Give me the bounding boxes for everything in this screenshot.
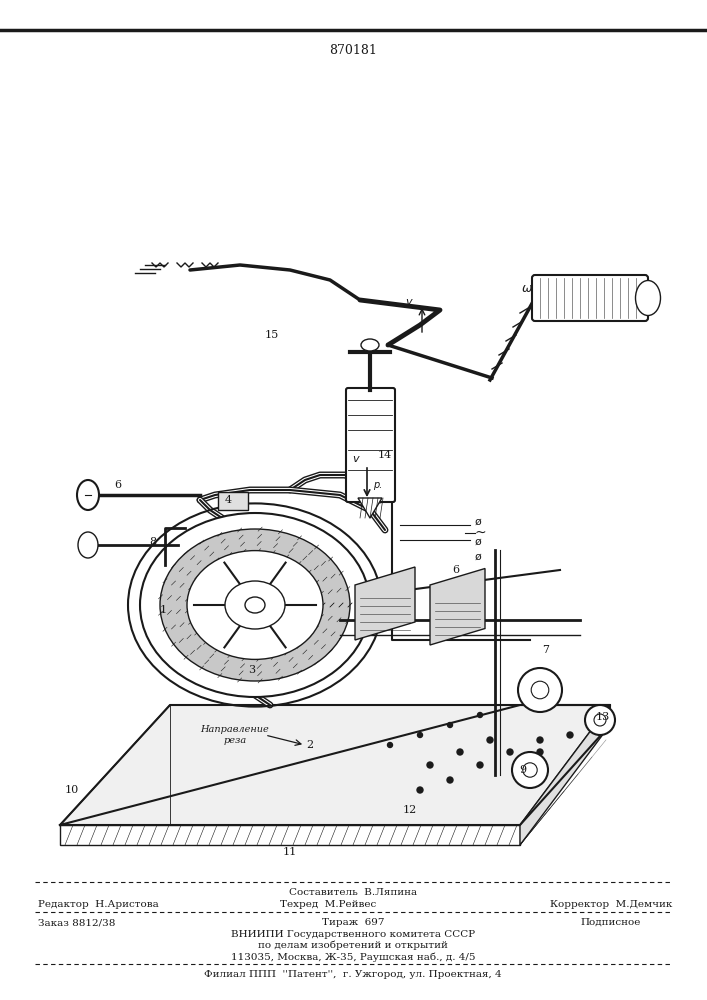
FancyBboxPatch shape <box>532 275 648 321</box>
Circle shape <box>537 737 543 743</box>
Circle shape <box>477 712 482 718</box>
Text: 9: 9 <box>520 765 527 775</box>
Ellipse shape <box>361 339 379 351</box>
Polygon shape <box>355 567 415 640</box>
Ellipse shape <box>636 280 660 316</box>
Text: Техред  М.Рейвес: Техред М.Рейвес <box>280 900 376 909</box>
Text: 113035, Москва, Ж-35, Раушская наб., д. 4/5: 113035, Москва, Ж-35, Раушская наб., д. … <box>230 952 475 962</box>
Text: 13: 13 <box>596 712 610 722</box>
Text: Филиал ППП  ''Патент'',  г. Ужгород, ул. Проектная, 4: Филиал ППП ''Патент'', г. Ужгород, ул. П… <box>204 970 502 979</box>
Circle shape <box>487 737 493 743</box>
Circle shape <box>512 752 548 788</box>
Text: ø: ø <box>475 552 481 562</box>
Circle shape <box>418 732 423 738</box>
Text: 14: 14 <box>378 450 392 460</box>
Ellipse shape <box>187 551 323 659</box>
Polygon shape <box>60 825 520 845</box>
Text: р.: р. <box>373 480 382 490</box>
Text: 2: 2 <box>306 740 314 750</box>
Text: ~: ~ <box>475 526 486 540</box>
Text: 8: 8 <box>149 537 156 547</box>
Text: 6: 6 <box>452 565 460 575</box>
Circle shape <box>477 762 483 768</box>
Text: Составитель  В.Ляпина: Составитель В.Ляпина <box>289 888 417 897</box>
Ellipse shape <box>160 529 350 681</box>
Text: 1: 1 <box>160 605 167 615</box>
Circle shape <box>537 749 543 755</box>
Text: ω: ω <box>522 282 532 295</box>
Text: по делам изобретений и открытий: по делам изобретений и открытий <box>258 941 448 950</box>
Polygon shape <box>520 705 610 845</box>
Text: v: v <box>405 297 411 307</box>
Circle shape <box>522 763 537 777</box>
Text: ø: ø <box>475 517 481 527</box>
FancyBboxPatch shape <box>346 388 395 502</box>
Circle shape <box>447 777 453 783</box>
Text: ø: ø <box>475 537 481 547</box>
Circle shape <box>531 681 549 699</box>
Circle shape <box>507 749 513 755</box>
Ellipse shape <box>245 597 265 613</box>
Text: 6: 6 <box>115 480 122 490</box>
Text: 11: 11 <box>283 847 297 857</box>
Circle shape <box>518 668 562 712</box>
Text: 3: 3 <box>248 665 255 675</box>
Text: Заказ 8812/38: Заказ 8812/38 <box>38 918 115 927</box>
Circle shape <box>585 705 615 735</box>
Circle shape <box>457 749 463 755</box>
Ellipse shape <box>225 581 285 629</box>
Text: Корректор  М.Демчик: Корректор М.Демчик <box>549 900 672 909</box>
Text: Направление
реза: Направление реза <box>201 725 269 745</box>
Ellipse shape <box>77 480 99 510</box>
Circle shape <box>448 722 452 728</box>
Text: 12: 12 <box>403 805 417 815</box>
Text: 10: 10 <box>65 785 79 795</box>
Text: 4: 4 <box>224 495 232 505</box>
Ellipse shape <box>140 513 370 697</box>
Text: 15: 15 <box>265 330 279 340</box>
Polygon shape <box>218 492 248 510</box>
Polygon shape <box>430 568 485 645</box>
Text: Подписное: Подписное <box>580 918 641 927</box>
Polygon shape <box>358 498 382 518</box>
Circle shape <box>387 742 392 748</box>
Text: Тираж  697: Тираж 697 <box>322 918 384 927</box>
Text: 870181: 870181 <box>329 43 377 56</box>
Text: ВНИИПИ Государственного комитета СССР: ВНИИПИ Государственного комитета СССР <box>231 930 475 939</box>
Text: 7: 7 <box>542 645 549 655</box>
Text: Редактор  Н.Аристова: Редактор Н.Аристова <box>38 900 159 909</box>
Polygon shape <box>60 705 610 825</box>
Circle shape <box>594 714 606 726</box>
Ellipse shape <box>78 532 98 558</box>
Circle shape <box>567 732 573 738</box>
Text: v: v <box>352 454 358 464</box>
Circle shape <box>417 787 423 793</box>
Circle shape <box>427 762 433 768</box>
